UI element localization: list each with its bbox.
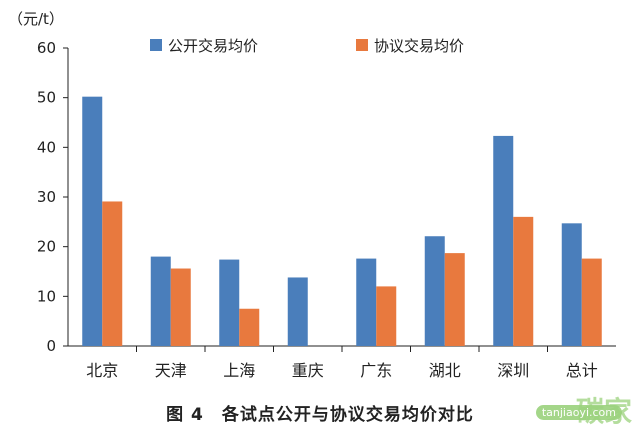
- x-category-label: 湖北: [429, 361, 461, 380]
- legend-label: 公开交易均价: [168, 37, 258, 55]
- y-tick-label: 60: [37, 39, 56, 57]
- legend-swatch: [356, 39, 368, 51]
- watermark-url: tanjiaoyi.com: [535, 405, 622, 420]
- bars: [82, 96, 602, 346]
- bar-public: [561, 223, 582, 346]
- bar-agreement: [102, 201, 123, 346]
- legend: 公开交易均价 协议交易均价: [150, 37, 464, 55]
- bar-agreement: [170, 268, 191, 346]
- bar-public: [150, 256, 171, 346]
- figure-caption: 图 4 各试点公开与协议交易均价对比: [166, 405, 474, 425]
- x-category-label: 上海: [223, 361, 255, 380]
- bar-public: [82, 96, 103, 346]
- x-category-label: 重庆: [292, 361, 324, 380]
- bar-agreement: [376, 286, 397, 346]
- bar-public: [493, 135, 514, 346]
- x-category-label: 广东: [360, 361, 392, 380]
- y-unit-label: （元/t）: [8, 10, 64, 28]
- x-category-label: 总计: [566, 361, 598, 380]
- bar-public: [219, 259, 240, 346]
- x-category-label: 深圳: [497, 361, 529, 380]
- bar-agreement: [581, 258, 602, 346]
- y-tick-label: 20: [37, 238, 56, 256]
- legend-swatch: [150, 39, 162, 51]
- bar-agreement: [239, 308, 260, 346]
- legend-label: 协议交易均价: [374, 37, 464, 55]
- y-tick-label: 50: [37, 89, 56, 107]
- bar-agreement: [444, 253, 465, 346]
- y-tick-label: 40: [37, 138, 56, 156]
- axes: 0 10 20 30 40 50 60 北京 天津 上海 重庆 广东 湖北 深圳 总计: [37, 39, 616, 380]
- bar-public: [287, 277, 308, 346]
- bar-agreement: [513, 216, 534, 346]
- bar-public: [424, 236, 445, 346]
- y-tick-label: 0: [46, 337, 56, 355]
- y-tick-label: 10: [37, 287, 56, 305]
- x-category-label: 北京: [86, 361, 118, 380]
- bar-public: [356, 258, 377, 346]
- y-tick-label: 30: [37, 188, 56, 206]
- x-category-label: 天津: [155, 361, 187, 380]
